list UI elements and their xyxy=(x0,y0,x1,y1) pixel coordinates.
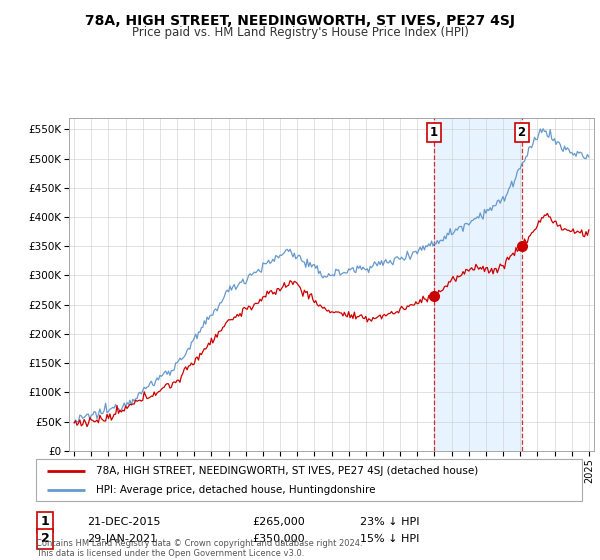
Text: 1: 1 xyxy=(41,515,49,529)
Text: 2: 2 xyxy=(41,532,49,545)
Text: 1: 1 xyxy=(430,125,438,139)
Text: 78A, HIGH STREET, NEEDINGWORTH, ST IVES, PE27 4SJ (detached house): 78A, HIGH STREET, NEEDINGWORTH, ST IVES,… xyxy=(96,465,478,475)
Text: HPI: Average price, detached house, Huntingdonshire: HPI: Average price, detached house, Hunt… xyxy=(96,485,376,495)
Text: 29-JAN-2021: 29-JAN-2021 xyxy=(87,534,157,544)
Text: 78A, HIGH STREET, NEEDINGWORTH, ST IVES, PE27 4SJ: 78A, HIGH STREET, NEEDINGWORTH, ST IVES,… xyxy=(85,14,515,28)
Bar xyxy=(434,118,521,451)
Text: Contains HM Land Registry data © Crown copyright and database right 2024.
This d: Contains HM Land Registry data © Crown c… xyxy=(36,539,362,558)
Text: Price paid vs. HM Land Registry's House Price Index (HPI): Price paid vs. HM Land Registry's House … xyxy=(131,26,469,39)
Text: £265,000: £265,000 xyxy=(252,517,305,527)
Text: 21-DEC-2015: 21-DEC-2015 xyxy=(87,517,161,527)
Text: 2: 2 xyxy=(518,125,526,139)
Text: 23% ↓ HPI: 23% ↓ HPI xyxy=(360,517,419,527)
Text: 15% ↓ HPI: 15% ↓ HPI xyxy=(360,534,419,544)
Text: £350,000: £350,000 xyxy=(252,534,305,544)
